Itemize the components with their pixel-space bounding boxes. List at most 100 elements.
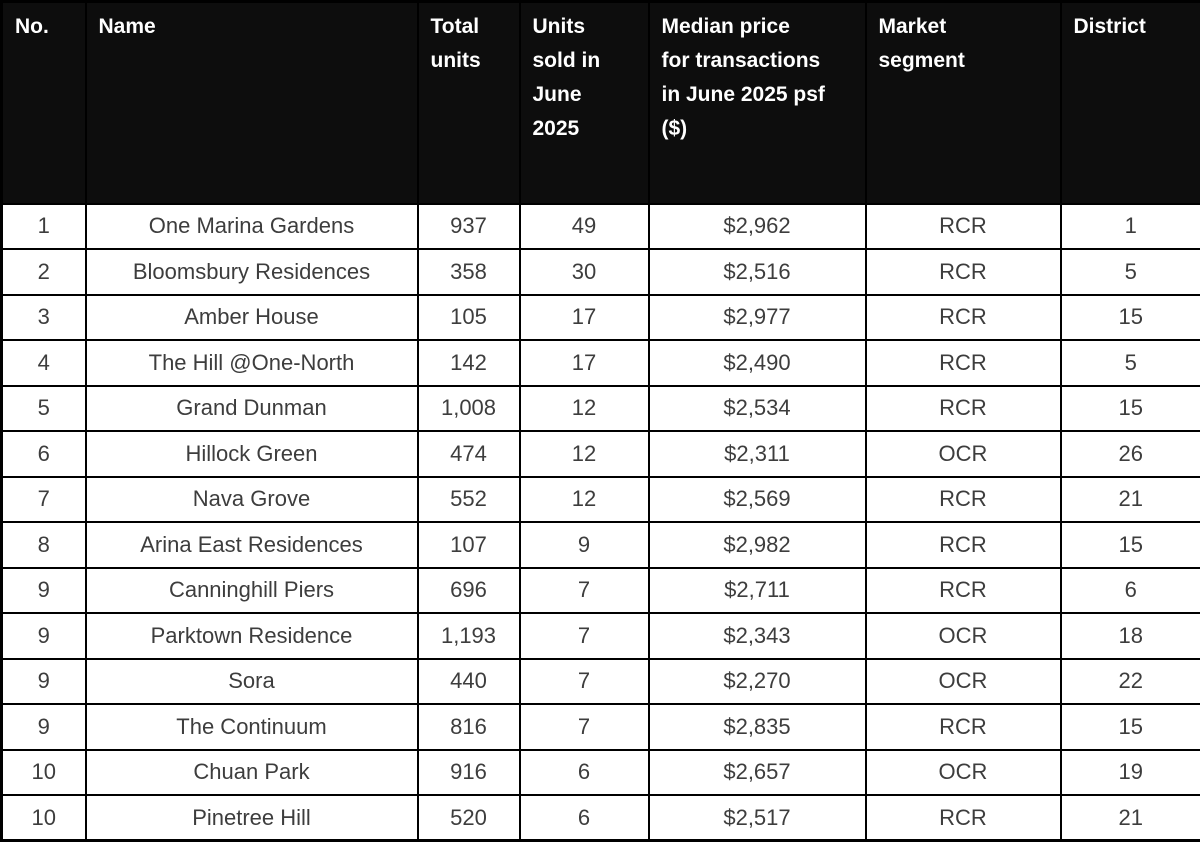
- table-row: 6 Hillock Green 474 12 $2,311 OCR 26: [0, 430, 1200, 478]
- cell-median-price: $2,835: [647, 703, 867, 751]
- cell-total-units: 696: [416, 566, 521, 614]
- cell-name: The Hill @One-North: [84, 339, 419, 387]
- cell-district: 15: [1059, 703, 1200, 751]
- cell-market-segment: OCR: [864, 657, 1062, 705]
- cell-units-sold: 17: [518, 339, 650, 387]
- cell-name: Canninghill Piers: [84, 566, 419, 614]
- cell-no: 6: [0, 430, 87, 478]
- cell-median-price: $2,490: [647, 339, 867, 387]
- cell-market-segment: RCR: [864, 475, 1062, 523]
- cell-name: Parktown Residence: [84, 612, 419, 660]
- table-row: 7 Nava Grove 552 12 $2,569 RCR 21: [0, 475, 1200, 523]
- cell-district: 22: [1059, 657, 1200, 705]
- cell-total-units: 358: [416, 248, 521, 296]
- cell-no: 10: [0, 748, 87, 796]
- cell-units-sold: 7: [518, 657, 650, 705]
- table-row: 2 Bloomsbury Residences 358 30 $2,516 RCR 5: [0, 248, 1200, 296]
- cell-no: 9: [0, 566, 87, 614]
- header-row: No. Name Total units Units sold in June 202…: [0, 0, 1200, 205]
- cell-units-sold: 17: [518, 293, 650, 341]
- cell-district: 26: [1059, 430, 1200, 478]
- cell-market-segment: RCR: [864, 202, 1062, 250]
- table-row: 4 The Hill @One-North 142 17 $2,490 RCR 5: [0, 339, 1200, 387]
- table-row: 8 Arina East Residences 107 9 $2,982 RCR 15: [0, 521, 1200, 569]
- cell-total-units: 107: [416, 521, 521, 569]
- cell-market-segment: RCR: [864, 293, 1062, 341]
- cell-median-price: $2,962: [647, 202, 867, 250]
- cell-units-sold: 9: [518, 521, 650, 569]
- cell-name: Nava Grove: [84, 475, 419, 523]
- cell-name: Amber House: [84, 293, 419, 341]
- column-header-market-segment: Market segment: [864, 0, 1062, 205]
- cell-name: Grand Dunman: [84, 384, 419, 432]
- cell-units-sold: 7: [518, 703, 650, 751]
- cell-total-units: 1,193: [416, 612, 521, 660]
- column-header-name: Name: [84, 0, 419, 205]
- column-header-median-price: Median price for transactions in June 20…: [647, 0, 867, 205]
- cell-units-sold: 12: [518, 475, 650, 523]
- table-row: 9 The Continuum 816 7 $2,835 RCR 15: [0, 703, 1200, 751]
- cell-median-price: $2,534: [647, 384, 867, 432]
- cell-total-units: 816: [416, 703, 521, 751]
- cell-median-price: $2,311: [647, 430, 867, 478]
- table-row: 10 Pinetree Hill 520 6 $2,517 RCR 21: [0, 794, 1200, 842]
- cell-no: 9: [0, 612, 87, 660]
- cell-district: 1: [1059, 202, 1200, 250]
- cell-total-units: 105: [416, 293, 521, 341]
- cell-units-sold: 6: [518, 748, 650, 796]
- cell-no: 9: [0, 703, 87, 751]
- cell-district: 19: [1059, 748, 1200, 796]
- column-header-units-sold: Units sold in June 2025: [518, 0, 650, 205]
- cell-name: Sora: [84, 657, 419, 705]
- cell-market-segment: OCR: [864, 748, 1062, 796]
- table-row: 5 Grand Dunman 1,008 12 $2,534 RCR 15: [0, 384, 1200, 432]
- cell-name: The Continuum: [84, 703, 419, 751]
- cell-median-price: $2,343: [647, 612, 867, 660]
- cell-no: 1: [0, 202, 87, 250]
- table-body: 1 One Marina Gardens 937 49 $2,962 RCR 1 2 Bloom…: [0, 202, 1200, 842]
- cell-name: Chuan Park: [84, 748, 419, 796]
- column-header-district: District: [1059, 0, 1200, 205]
- table-row: 9 Parktown Residence 1,193 7 $2,343 OCR 18: [0, 612, 1200, 660]
- cell-total-units: 916: [416, 748, 521, 796]
- cell-market-segment: RCR: [864, 339, 1062, 387]
- cell-district: 15: [1059, 293, 1200, 341]
- cell-units-sold: 12: [518, 384, 650, 432]
- cell-district: 5: [1059, 248, 1200, 296]
- cell-market-segment: RCR: [864, 248, 1062, 296]
- cell-no: 4: [0, 339, 87, 387]
- cell-no: 2: [0, 248, 87, 296]
- cell-district: 5: [1059, 339, 1200, 387]
- cell-district: 21: [1059, 794, 1200, 842]
- cell-market-segment: RCR: [864, 566, 1062, 614]
- cell-name: One Marina Gardens: [84, 202, 419, 250]
- cell-market-segment: RCR: [864, 794, 1062, 842]
- cell-total-units: 937: [416, 202, 521, 250]
- cell-market-segment: OCR: [864, 612, 1062, 660]
- cell-name: Bloomsbury Residences: [84, 248, 419, 296]
- cell-market-segment: RCR: [864, 521, 1062, 569]
- cell-district: 15: [1059, 521, 1200, 569]
- table-row: 3 Amber House 105 17 $2,977 RCR 15: [0, 293, 1200, 341]
- cell-units-sold: 7: [518, 612, 650, 660]
- cell-total-units: 1,008: [416, 384, 521, 432]
- cell-units-sold: 49: [518, 202, 650, 250]
- cell-median-price: $2,977: [647, 293, 867, 341]
- cell-district: 6: [1059, 566, 1200, 614]
- cell-total-units: 440: [416, 657, 521, 705]
- table-row: 1 One Marina Gardens 937 49 $2,962 RCR 1: [0, 202, 1200, 250]
- cell-no: 10: [0, 794, 87, 842]
- cell-median-price: $2,270: [647, 657, 867, 705]
- cell-units-sold: 6: [518, 794, 650, 842]
- cell-district: 15: [1059, 384, 1200, 432]
- cell-district: 18: [1059, 612, 1200, 660]
- cell-market-segment: RCR: [864, 384, 1062, 432]
- column-header-total-units: Total units: [416, 0, 521, 205]
- cell-median-price: $2,569: [647, 475, 867, 523]
- cell-total-units: 142: [416, 339, 521, 387]
- cell-district: 21: [1059, 475, 1200, 523]
- cell-name: Arina East Residences: [84, 521, 419, 569]
- cell-median-price: $2,517: [647, 794, 867, 842]
- cell-market-segment: RCR: [864, 703, 1062, 751]
